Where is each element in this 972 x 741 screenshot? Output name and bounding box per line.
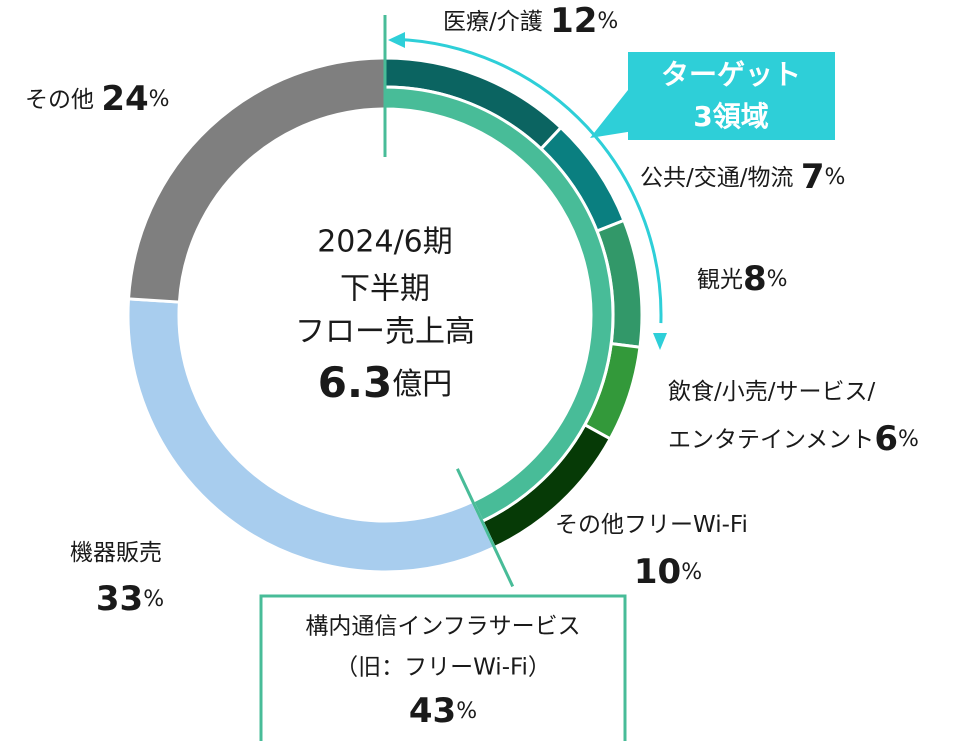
category-label: その他フリーWi-Fi [555,512,748,538]
callout-text: ターゲット [661,58,801,91]
value-unit: % [824,165,845,190]
category-label: 飲食/小売/サービス/ [668,379,875,405]
value-label: 12 [550,1,597,41]
center-text: 下半期 [340,272,430,307]
category-label: 観光8% [697,259,788,299]
category-name: その他 [25,87,94,113]
value-unit: % [898,427,919,452]
value-unit: % [597,9,618,34]
category-label: エンタテインメント6% [668,419,919,459]
value-label: 7 [801,157,825,197]
category-label: 公共/交通/物流 7% [640,157,845,197]
value-unit: % [456,699,477,724]
category-label: 医療/介護 12% [443,1,618,41]
category-label: その他 24% [25,79,170,119]
value-label: 33 [96,579,143,619]
callout-pointer [590,90,640,138]
value-unit: % [143,587,164,612]
value-label: 43 [409,691,456,731]
category-name: 公共/交通/物流 [640,165,794,191]
category-name: その他フリーWi-Fi [555,512,748,538]
inner-label: 構内通信インフラサービス [305,614,580,640]
total-unit: 億円 [392,367,452,402]
category-label: 機器販売 [70,540,162,566]
target-arrow [395,37,663,324]
callout-box [628,52,835,140]
center-text: 2024/6期 [317,225,453,260]
category-name: 飲食/小売/サービス/ [668,379,875,405]
category-name: 機器販売 [70,540,162,566]
category-name: 医療/介護 [443,9,543,35]
value-label: 24 [101,79,148,119]
value-label: 10 [634,552,681,592]
center-text: フロー売上高 [295,315,475,350]
category-name: 観光 [697,267,743,293]
callout-text: 3領域 [693,100,768,133]
value-text: 33% [96,579,164,619]
total-value: 6.3 [318,358,392,407]
value-unit: % [767,267,788,292]
value-label: 8 [743,259,767,299]
value-unit: % [149,87,170,112]
arrow-head [653,333,667,350]
center-total: 6.3億円 [318,358,452,407]
value-text: 10% [634,552,702,592]
inner-value-text: 43% [409,691,477,731]
inner-boundary-line [456,468,515,588]
category-name: エンタテインメント [668,427,874,453]
inner-label: （旧：フリーWi-Fi） [335,655,551,681]
value-label: 6 [874,419,898,459]
inner-label-box [259,594,627,741]
value-unit: % [681,560,702,585]
